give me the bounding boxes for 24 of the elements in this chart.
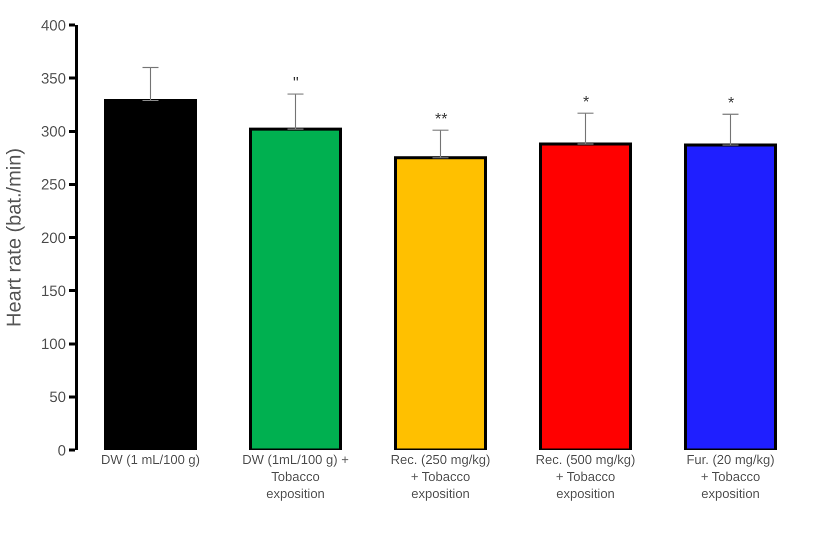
x-tick-label: DW (1mL/100 g) + Tobacco exposition	[242, 452, 349, 501]
x-tick-label: Rec. (250 mg/kg) + Tobacco exposition	[390, 452, 490, 501]
x-tick-label: Fur. (20 mg/kg) + Tobacco exposition	[686, 452, 775, 501]
bar	[104, 98, 197, 450]
bar	[249, 128, 342, 450]
y-axis-title: Heart rate (bat./min)	[3, 148, 26, 327]
y-tick-label: 0	[58, 442, 66, 460]
x-tick-label: Rec. (500 mg/kg) + Tobacco exposition	[536, 452, 636, 501]
y-tick-label: 100	[40, 336, 66, 353]
y-tick-label: 200	[40, 230, 66, 247]
x-tick-label: DW (1 mL/100 g)	[101, 452, 200, 467]
bar	[394, 156, 487, 450]
annotation: **	[435, 111, 448, 128]
y-tick-label: 400	[40, 17, 66, 34]
y-tick-label: 300	[40, 124, 66, 140]
y-tick-label: 250	[40, 176, 66, 194]
y-tick-label: 350	[40, 70, 66, 88]
annotation: *	[728, 95, 734, 112]
annotation: *	[583, 94, 590, 111]
y-tick-label: 150	[40, 282, 66, 300]
bar	[539, 142, 632, 450]
annotation: "	[293, 75, 299, 92]
bar	[684, 144, 777, 450]
y-tick-label: 50	[49, 389, 66, 406]
